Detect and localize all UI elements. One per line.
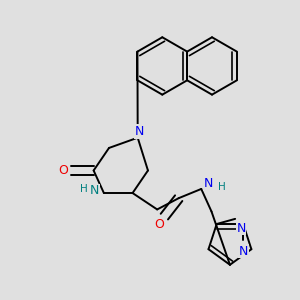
Text: N: N	[238, 245, 248, 258]
Text: H: H	[80, 184, 87, 194]
Text: O: O	[154, 218, 164, 231]
Text: O: O	[58, 164, 68, 177]
Text: N: N	[204, 177, 213, 190]
Text: N: N	[135, 125, 144, 138]
Text: H: H	[218, 182, 226, 192]
Text: N: N	[90, 184, 99, 197]
Text: N: N	[236, 222, 246, 235]
